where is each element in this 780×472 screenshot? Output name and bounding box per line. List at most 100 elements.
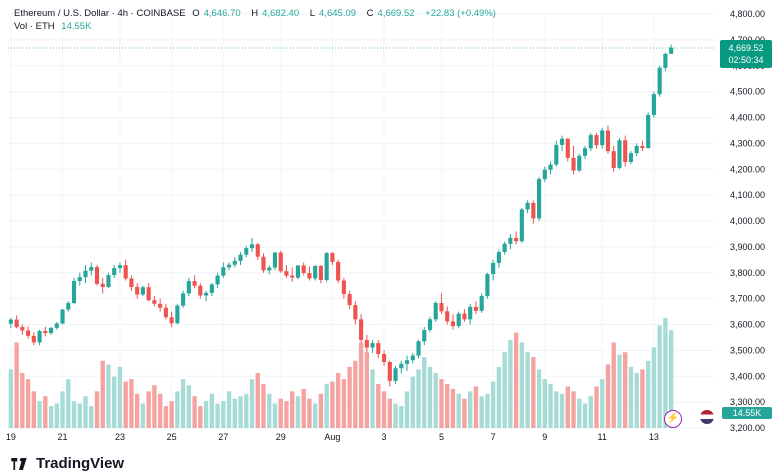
candlesticks	[8, 44, 674, 387]
volume-bar	[330, 381, 335, 428]
candle-body	[623, 140, 628, 163]
volume-bar	[485, 393, 490, 428]
volume-bar	[640, 369, 645, 428]
tradingview-logo[interactable]: TradingView	[8, 455, 124, 472]
candle-body	[37, 330, 42, 343]
volume-bar	[559, 393, 565, 428]
price-tick-label: 3,500.00	[730, 345, 765, 355]
volume-bar	[267, 393, 272, 428]
volume-bars	[8, 318, 674, 428]
candle-body	[427, 319, 433, 330]
candle-body	[393, 368, 398, 381]
volume-bar	[668, 330, 674, 428]
candle-body	[617, 140, 622, 168]
close-value: 4,669.52	[377, 8, 415, 19]
candle-body	[192, 281, 197, 286]
volume-bar	[433, 373, 438, 428]
candle-body	[152, 300, 157, 304]
volume-bar	[284, 401, 289, 428]
time-tick-label: 27	[218, 432, 228, 442]
time-tick-label: 11	[598, 432, 607, 442]
volume-bar	[479, 396, 484, 428]
time-tick-label: 23	[115, 432, 125, 442]
time-tick-label: 29	[276, 432, 286, 442]
volume-bar	[290, 391, 295, 428]
candle-body	[353, 305, 358, 320]
volume-value: 14.55K	[61, 21, 92, 32]
candle-body	[272, 252, 278, 268]
volume-tag: 14.55K	[722, 407, 772, 419]
candle-body	[238, 254, 243, 261]
volume-bar	[117, 366, 123, 428]
candle-body	[31, 335, 36, 343]
volume-bar	[129, 379, 134, 428]
price-tick-label: 4,700.00	[730, 35, 765, 45]
candle-body	[456, 313, 461, 327]
price-tick-label: 4,100.00	[730, 190, 765, 200]
volume-bar	[496, 366, 502, 428]
volume-bar	[335, 373, 341, 428]
candle-body	[135, 286, 140, 295]
volume-bar	[238, 396, 243, 428]
lightning-icon[interactable]: ⚡	[664, 410, 682, 428]
volume-bar	[439, 379, 444, 428]
volume-bar	[215, 403, 220, 428]
candle-body	[232, 260, 237, 265]
open-value: 4,646.70	[203, 8, 241, 19]
volume-bar	[203, 401, 209, 428]
candle-body	[301, 265, 306, 274]
candle-body	[600, 130, 605, 146]
candle-body	[48, 327, 54, 334]
volume-bar	[588, 396, 593, 428]
volume-bar	[152, 385, 157, 428]
candle-body	[433, 303, 438, 320]
volume-bar	[209, 393, 215, 428]
volume-bar	[657, 325, 662, 428]
candle-body	[611, 151, 616, 168]
symbol-legend: Ethereum / U.S. Dollar · 4h · COINBASE O…	[14, 8, 500, 19]
volume-bar	[77, 403, 82, 428]
candle-body	[284, 271, 289, 276]
candle-body	[404, 360, 410, 364]
price-tick-label: 4,000.00	[730, 216, 765, 226]
candle-body	[422, 329, 427, 342]
volume-bar	[456, 393, 461, 428]
volume-bar	[347, 366, 352, 428]
candle-body	[186, 281, 191, 294]
volume-bar	[554, 391, 559, 428]
time-tick-label: 25	[167, 432, 177, 442]
candle-body	[669, 47, 674, 54]
volume-bar	[376, 384, 381, 428]
volume-bar	[651, 347, 657, 428]
us-flag-icon[interactable]	[700, 410, 714, 424]
volume-bar	[192, 396, 197, 428]
candle-body	[324, 253, 329, 280]
volume-bar	[198, 406, 203, 428]
candle-body	[318, 266, 323, 280]
candle-body	[336, 261, 341, 281]
volume-bar	[261, 384, 266, 428]
volume-bar	[295, 396, 301, 428]
candle-body	[628, 153, 634, 163]
tradingview-logo-icon	[11, 457, 27, 470]
candle-body	[577, 155, 582, 171]
volume-bar	[43, 396, 48, 428]
volume-bar	[467, 391, 473, 428]
candle-body	[278, 252, 283, 272]
volume-bar	[312, 403, 318, 428]
volume-bar	[605, 364, 611, 428]
price-tick-label: 3,800.00	[730, 268, 765, 278]
candle-body	[77, 277, 82, 282]
volume-bar	[31, 391, 37, 428]
volume-bar	[525, 352, 530, 428]
candle-body	[525, 202, 530, 210]
volume-bar	[519, 342, 525, 428]
candle-body	[416, 341, 421, 356]
volume-bar	[663, 318, 668, 428]
symbol-title: Ethereum / U.S. Dollar · 4h · COINBASE	[14, 8, 186, 19]
candle-body	[106, 275, 111, 287]
candle-body	[502, 243, 507, 253]
price-tick-label: 4,300.00	[730, 138, 765, 148]
candle-body	[387, 362, 392, 381]
